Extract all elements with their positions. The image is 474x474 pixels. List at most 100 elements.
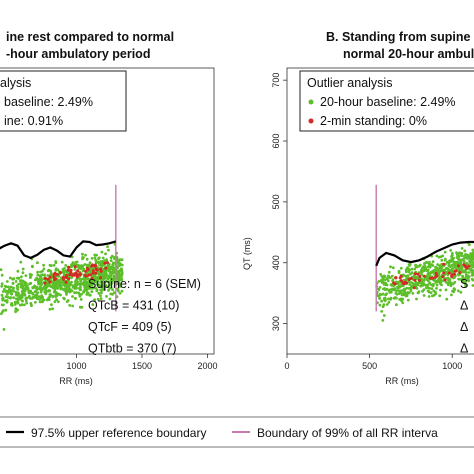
baseline-point xyxy=(421,269,425,273)
baseline-point xyxy=(380,280,384,283)
baseline-point xyxy=(467,256,471,260)
baseline-point xyxy=(449,265,452,268)
baseline-point xyxy=(73,268,77,271)
test-point xyxy=(435,274,438,278)
baseline-point xyxy=(103,285,107,289)
baseline-point xyxy=(39,270,42,274)
baseline-point xyxy=(434,279,438,283)
baseline-point xyxy=(464,273,468,277)
test-point xyxy=(59,271,63,274)
baseline-point xyxy=(424,283,428,287)
baseline-point xyxy=(431,269,435,273)
baseline-point xyxy=(12,289,16,293)
outlier-box xyxy=(0,70,127,132)
test-point xyxy=(83,273,87,277)
baseline-point xyxy=(471,261,474,264)
test-point xyxy=(85,267,89,270)
test-point xyxy=(48,280,52,284)
test-point xyxy=(78,273,82,277)
baseline-point xyxy=(102,281,105,284)
baseline-point xyxy=(43,290,47,293)
baseline-point xyxy=(450,282,454,285)
test-point xyxy=(418,274,422,278)
baseline-point xyxy=(39,281,43,285)
baseline-point xyxy=(100,291,103,295)
baseline-point xyxy=(0,303,4,307)
baseline-point xyxy=(399,266,403,270)
baseline-point xyxy=(377,280,381,283)
test-point xyxy=(407,278,411,282)
baseline-point xyxy=(60,260,64,264)
baseline-point xyxy=(99,284,102,288)
legend-label-rr-boundary: Boundary of 99% of all RR interva xyxy=(257,426,438,440)
baseline-point xyxy=(108,297,112,301)
baseline-point xyxy=(39,290,43,294)
upper-reference-curve xyxy=(0,240,117,260)
baseline-point xyxy=(14,290,18,294)
baseline-point xyxy=(83,263,87,266)
baseline-point xyxy=(432,282,435,286)
baseline-point xyxy=(88,261,92,265)
baseline-point xyxy=(385,277,389,280)
baseline-point xyxy=(64,269,68,272)
baseline-point xyxy=(33,278,37,282)
baseline-point xyxy=(40,278,43,282)
test-point xyxy=(464,265,467,269)
baseline-point xyxy=(46,289,50,293)
baseline-point xyxy=(401,301,405,305)
baseline-point xyxy=(29,276,32,279)
test-point xyxy=(447,271,451,275)
y-tick-label: 300 xyxy=(271,316,281,331)
baseline-point xyxy=(428,281,432,285)
test-point xyxy=(90,276,94,280)
baseline-point xyxy=(456,260,460,264)
baseline-point xyxy=(94,261,98,265)
test-point xyxy=(431,276,435,280)
baseline-point xyxy=(108,286,112,290)
test-point xyxy=(64,280,68,284)
baseline-point xyxy=(24,299,28,303)
baseline-point xyxy=(392,296,396,300)
baseline-point xyxy=(34,290,37,294)
baseline-point xyxy=(461,274,464,278)
baseline-point xyxy=(385,303,389,306)
baseline-point xyxy=(459,290,463,294)
baseline-point xyxy=(109,274,113,278)
baseline-point xyxy=(21,286,24,289)
baseline-point xyxy=(112,291,116,295)
baseline-point xyxy=(395,289,399,293)
x-tick-label: 1500 xyxy=(132,361,152,371)
test-point xyxy=(106,261,109,265)
stats-line: QTbtb = 370 (7) xyxy=(88,342,177,356)
baseline-point xyxy=(120,276,123,279)
baseline-point xyxy=(447,269,450,273)
upper-reference-curve xyxy=(375,240,474,267)
baseline-point xyxy=(418,263,422,267)
x-tick-label: 1000 xyxy=(442,361,462,371)
outlier-box-title: Outlier analysis xyxy=(307,76,392,90)
baseline-point xyxy=(16,308,19,312)
baseline-point xyxy=(421,265,425,268)
baseline-point xyxy=(94,258,98,262)
baseline-point xyxy=(57,300,60,304)
test-point xyxy=(76,269,80,273)
baseline-point xyxy=(429,291,433,295)
baseline-point xyxy=(470,268,474,272)
baseline-point xyxy=(52,263,56,267)
baseline-point xyxy=(387,300,391,304)
baseline-point xyxy=(8,276,12,280)
baseline-point xyxy=(26,284,29,288)
baseline-point xyxy=(63,287,67,290)
baseline-point xyxy=(439,288,442,292)
baseline-point xyxy=(101,276,105,280)
baseline-point xyxy=(31,264,34,268)
baseline-point xyxy=(82,290,86,294)
baseline-point xyxy=(378,297,382,300)
baseline-point xyxy=(402,293,406,297)
test-point xyxy=(87,273,91,277)
baseline-point xyxy=(408,268,411,272)
baseline-point xyxy=(391,266,395,270)
baseline-point xyxy=(109,283,112,287)
baseline-point xyxy=(382,303,386,307)
test-point xyxy=(99,276,102,280)
